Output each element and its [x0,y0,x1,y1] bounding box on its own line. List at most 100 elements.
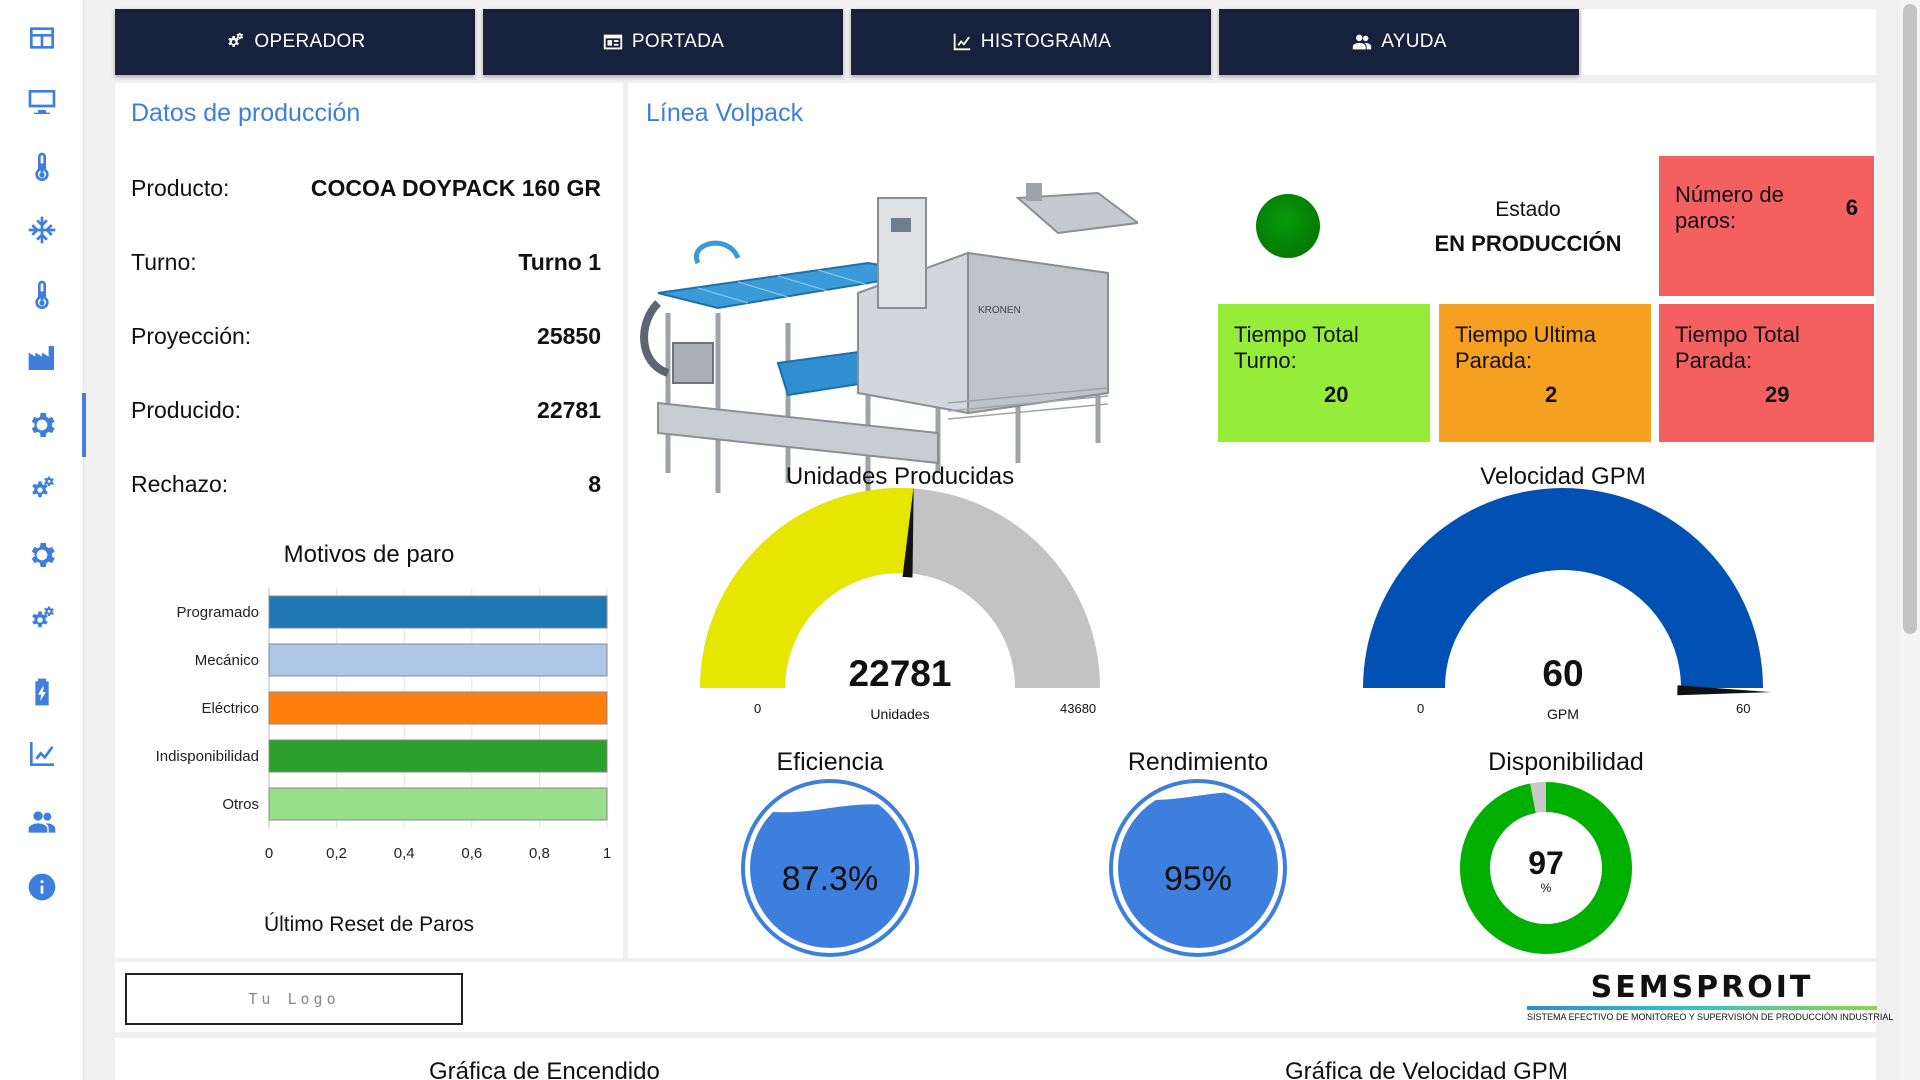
kpi-last-stop-label: Tiempo Ultima Parada: [1455,322,1596,373]
efficiency-value: 87.3% [782,860,878,898]
nav-operador-button[interactable]: OPERADOR [115,9,475,75]
efficiency-title: Eficiencia [776,748,884,776]
sidebar-item-refrigeration[interactable] [0,200,84,260]
dashboard-icon [30,27,54,49]
x-tick-label: 0,4 [394,845,415,862]
x-tick-label: 0 [265,845,273,862]
performance-title: Rendimiento [1127,748,1269,776]
nav-portada-label: PORTADA [631,31,725,52]
gear-icon [31,543,55,567]
availability-value: 97 [1528,845,1564,881]
factory-icon [28,346,54,370]
info-label: Turno: [131,249,197,275]
info-label: Producido: [131,397,241,423]
units-gauge [700,488,1100,688]
info-value: COCOA DOYPACK 160 GR [310,175,601,201]
info-value: 25850 [537,323,601,349]
nav-ayuda-button[interactable]: AYUDA [1219,9,1579,75]
info-label: Producto: [131,175,230,201]
performance-gauge: 95% [1109,779,1287,957]
bar-4 [268,787,608,821]
nav-histograma-button[interactable]: HISTOGRAMA [851,9,1211,75]
thermometer-icon [35,152,49,182]
kpi-total-stop-label: Tiempo Total Parada: [1675,322,1800,373]
sidebar-item-trends[interactable] [0,724,84,784]
trend-chart-icon [30,742,54,766]
sidebar-item-users[interactable] [0,792,84,852]
stop-reasons-chart-title: Motivos de paro [283,541,455,568]
nav-portada-button[interactable]: PORTADA [483,9,843,75]
y-category-label: Programado [176,604,259,621]
sidebar [0,0,86,1080]
kpi-shift-time-label: Tiempo Total Turno: [1234,322,1359,373]
sidebar-item-settings-2[interactable] [0,525,84,585]
kpi-shift-time: Tiempo Total Turno: 20 [1218,304,1430,442]
units-gauge-max: 43680 [1060,701,1097,716]
x-tick-label: 0,8 [529,845,550,862]
y-category-label: Eléctrico [201,700,259,717]
sidebar-item-info[interactable] [0,857,84,917]
units-gauge-min: 0 [754,701,762,716]
kpi-last-stop-time: Tiempo Ultima Parada: 2 [1439,304,1651,442]
info-row-producto: Producto: COCOA DOYPACK 160 GR [131,175,601,202]
y-category-label: Indisponibilidad [156,748,259,765]
availability-title: Disponibilidad [1488,748,1644,776]
nav-operador-label: OPERADOR [254,31,366,52]
power-chart-title: Gráfica de Encendido [429,1058,660,1080]
units-gauge-needle [902,488,914,578]
units-gauge-unit: Unidades [870,706,930,722]
battery-charging-icon [35,678,49,706]
brand-underline [1527,1006,1877,1010]
units-gauge-title: Unidades Producidas [785,463,1015,490]
sidebar-active-indicator [82,393,86,457]
bar-2 [268,691,608,725]
info-label: Rechazo: [131,471,229,497]
info-row-rechazo: Rechazo: 8 [131,471,601,498]
sidebar-item-dashboard[interactable] [0,8,84,68]
monitor-icon [28,90,56,114]
speed-gauge-title: Velocidad GPM [1480,463,1646,490]
gears-icon [32,606,54,628]
scrollbar-thumb[interactable] [1903,4,1917,634]
machine-image: KRONEN [640,183,1138,493]
sidebar-item-multi-settings-2[interactable] [0,590,84,650]
sidebar-item-settings[interactable] [0,395,84,455]
bar-3 [268,739,608,773]
speed-gauge-max: 60 [1736,701,1751,716]
sidebar-item-factory[interactable] [0,328,84,388]
efficiency-liquid-fill [750,804,910,948]
units-gauge-value: 22781 [848,653,952,694]
speed-gauge-needle [1677,685,1771,696]
speed-chart-title: Gráfica de Velocidad GPM [1285,1058,1568,1080]
top-navigation: OPERADOR PORTADA HISTOGRAMA AYUDA [115,9,1579,75]
speed-gauge-fill [1363,488,1763,688]
speed-gauge [1363,488,1771,696]
sidebar-item-temperature[interactable] [0,136,84,196]
gears-icon [228,32,244,47]
group-icon [28,811,56,833]
speed-gauge-value: 60 [1542,653,1584,694]
machine-brand-label: KRONEN [978,305,1021,316]
sidebar-item-temperature-2[interactable] [0,264,84,324]
info-row-turno: Turno: Turno 1 [131,249,601,276]
performance-value: 95% [1164,860,1232,898]
speed-gauge-min: 0 [1417,701,1425,716]
kpi-stops-label: Número de paros: [1675,182,1784,233]
x-tick-label: 0,6 [461,845,482,862]
sidebar-item-multi-settings[interactable] [0,460,84,520]
production-title: Datos de producción [131,99,361,127]
info-row-proyeccion: Proyección: 25850 [131,323,601,350]
vertical-scrollbar[interactable] [1900,0,1920,1080]
gears-icon [32,476,54,498]
bar-0 [268,595,608,629]
kpi-shift-time-value: 20 [1324,382,1349,407]
bar-1 [268,643,608,677]
status-indicator-light [1256,194,1320,258]
production-panel: Datos de producción Producto: COCOA DOYP… [115,83,623,958]
nav-histograma-label: HISTOGRAMA [980,31,1112,52]
sidebar-item-monitor[interactable] [0,72,84,132]
kpi-last-stop-value: 2 [1545,382,1558,407]
brand-name: SEMSPROIT [1590,970,1814,1005]
sidebar-item-energy[interactable] [0,662,84,722]
status-label: Estado [1495,198,1561,221]
